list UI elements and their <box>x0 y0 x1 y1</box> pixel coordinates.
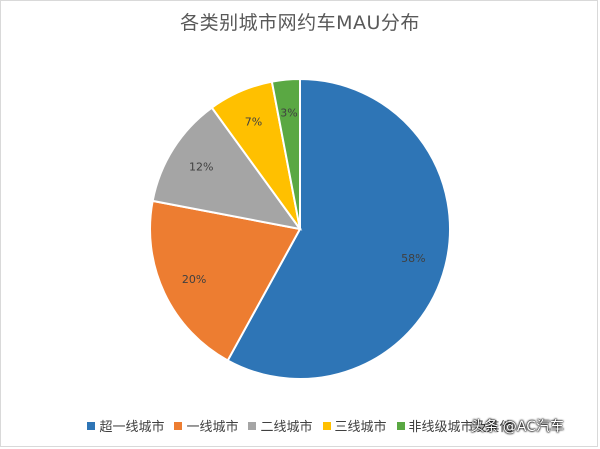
legend-item-0: 超一线城市 <box>87 416 164 435</box>
pie-slice-4 <box>270 77 301 230</box>
watermark-text: 头条 @AC汽车 <box>470 419 564 435</box>
pie-slice-0 <box>226 77 451 380</box>
data-label-4: 3% <box>280 107 297 120</box>
legend-swatch-2 <box>248 421 257 430</box>
data-label-1: 20% <box>182 273 206 286</box>
data-label-3: 7% <box>245 116 262 129</box>
data-label-2: 12% <box>189 160 213 173</box>
legend-label-3: 三线城市 <box>334 420 387 435</box>
data-label-0: 58% <box>401 252 425 265</box>
legend-label-0: 超一线城市 <box>99 420 165 435</box>
legend-swatch-1 <box>174 421 183 430</box>
legend-label-2: 二线城市 <box>260 420 313 435</box>
pie-slice-2 <box>151 106 303 231</box>
chart-title: 各类别城市网约车MAU分布 <box>180 12 420 34</box>
pie-slice-1 <box>149 199 302 362</box>
legend-swatch-0 <box>87 421 96 430</box>
legend-label-1: 一线城市 <box>186 420 239 435</box>
legend-item-1: 一线城市 <box>174 416 238 435</box>
legend-label-4: 非线级城市及其他 <box>408 420 513 435</box>
legend-item-2: 二线城市 <box>248 416 313 435</box>
legend-swatch-3 <box>322 421 331 430</box>
legend-item-3: 三线城市 <box>322 416 387 435</box>
legend-swatch-4 <box>396 421 405 430</box>
chart-legend: 超一线城市 一线城市 二线城市 三线城市 非线级城市及其他 <box>0 416 600 435</box>
legend-item-4: 非线级城市及其他 <box>396 416 513 435</box>
